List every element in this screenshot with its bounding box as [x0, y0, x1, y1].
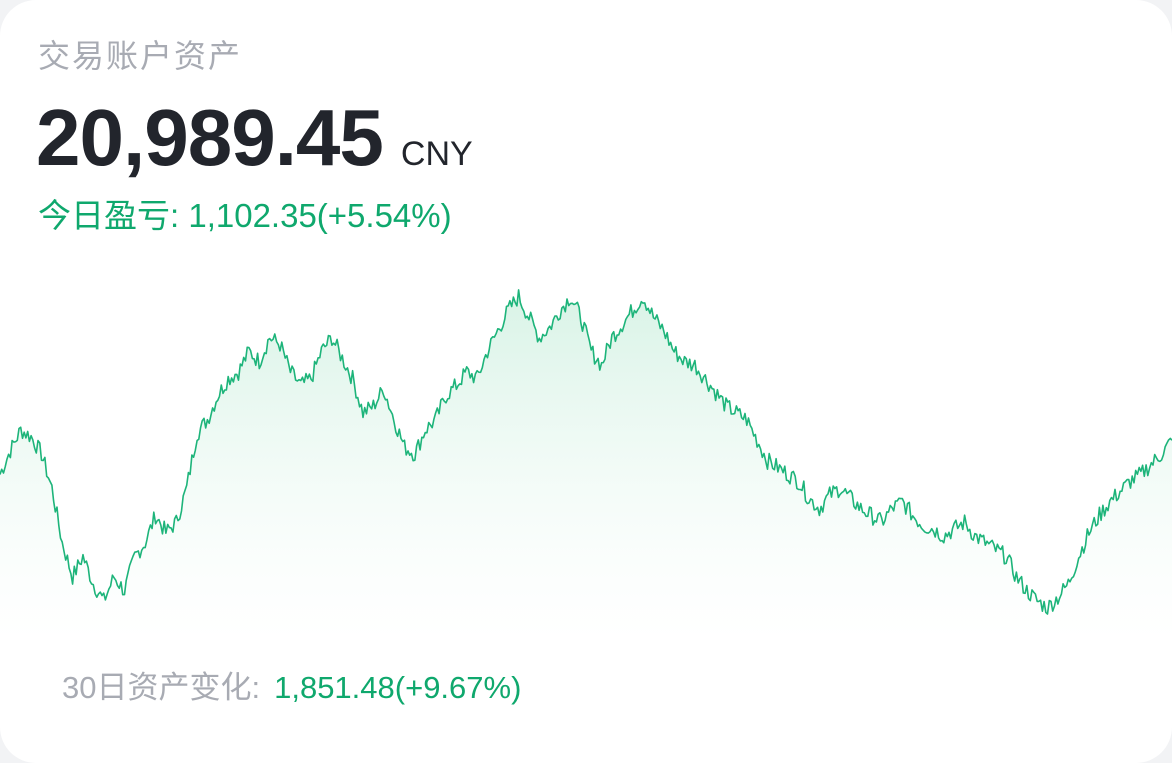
- today-pnl-label: 今日盈亏:: [38, 197, 180, 234]
- balance-row: 20,989.45 CNY: [36, 92, 473, 184]
- today-pnl-value: 1,102.35(+5.54%): [188, 197, 452, 234]
- asset-trend-chart: [0, 289, 1172, 640]
- period-change-label: 30日资产变化:: [62, 670, 261, 705]
- currency-label: CNY: [400, 135, 473, 173]
- period-change-value: 1,851.48(+9.67%): [274, 670, 522, 705]
- period-change: 30日资产变化: 1,851.48(+9.67%): [62, 666, 521, 710]
- chart-area-fill: [0, 289, 1172, 640]
- chart-series-line: [0, 289, 1172, 615]
- card-title: 交易账户资产: [38, 37, 243, 75]
- balance-amount: 20,989.45: [36, 93, 384, 182]
- today-pnl: 今日盈亏: 1,102.35(+5.54%): [38, 194, 452, 238]
